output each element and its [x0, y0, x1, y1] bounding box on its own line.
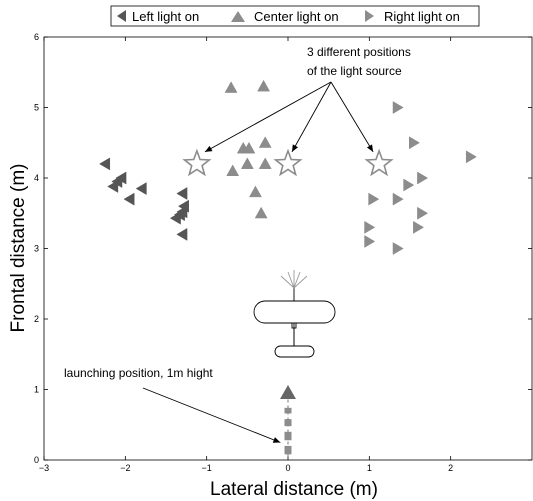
data-point — [107, 180, 119, 193]
annotation-light-line-1: 3 different positions — [307, 45, 411, 59]
data-point — [249, 185, 262, 198]
annotation-arrow-head — [204, 145, 213, 152]
annotation-light-line-2: of the light source — [307, 64, 402, 78]
x-axis-label: Lateral distance (m) — [210, 479, 378, 500]
legend-box — [110, 5, 480, 27]
data-point — [240, 157, 254, 169]
data-point — [413, 220, 425, 234]
x-tick-label: 2 — [448, 463, 453, 473]
data-point — [226, 164, 240, 176]
data-point — [392, 192, 404, 206]
data-point — [169, 211, 181, 225]
x-axis-ticks: −3 −2 −1 0 1 2 — [39, 37, 453, 473]
annotation-arrow-head — [272, 437, 281, 443]
y-tick-label: 4 — [34, 173, 39, 183]
y-tick-label: 1 — [34, 385, 39, 395]
annotation-light-positions: 3 different positions of the light sourc… — [204, 45, 411, 153]
data-point — [392, 101, 404, 114]
annotation-launch-text: launching position, 1m hight — [64, 366, 213, 380]
data-point — [254, 206, 268, 219]
annotation-launch-arrow — [142, 387, 281, 443]
series-right-light — [364, 101, 477, 255]
launch-track-segment — [284, 419, 292, 427]
legend-label-right: Right light on — [384, 9, 460, 24]
y-tick-label: 0 — [34, 455, 39, 465]
annotation-arrow-line — [204, 81, 332, 153]
y-axis-label: Frontal distance (m) — [8, 164, 29, 333]
annotation-arrow-line — [142, 387, 281, 443]
annotation-arrow-line — [330, 81, 374, 153]
legend-label-left: Left light on — [132, 9, 199, 24]
y-tick-label: 5 — [34, 103, 39, 113]
data-point — [417, 171, 429, 185]
x-tick-label: 0 — [285, 463, 290, 473]
x-tick-label: −2 — [120, 463, 130, 473]
x-tick-label: −1 — [202, 463, 212, 473]
launch-track-segment — [284, 445, 292, 455]
data-point — [409, 136, 420, 150]
data-point — [123, 192, 135, 206]
y-tick-label: 3 — [34, 244, 39, 254]
annotation-launch: launching position, 1m hight — [64, 366, 281, 443]
data-point — [403, 178, 415, 192]
data-point — [257, 79, 271, 92]
data-point — [224, 81, 238, 93]
launch-marker — [280, 385, 296, 400]
data-point — [465, 150, 477, 164]
data-point — [176, 187, 188, 200]
legend-item-right: Right light on — [365, 9, 460, 24]
light-source-star — [364, 148, 394, 177]
launch-track-segment — [284, 407, 292, 414]
y-tick-label: 6 — [34, 32, 39, 42]
annotation-arrow-head — [366, 144, 374, 152]
annotation-arrow-line — [291, 81, 332, 153]
annotation-light-arrows — [204, 81, 374, 153]
data-point — [392, 242, 404, 255]
data-point — [417, 206, 429, 220]
data-point — [99, 157, 111, 171]
light-source-star — [182, 148, 212, 177]
data-point — [364, 220, 376, 234]
legend: Left light on Center light on Right ligh… — [110, 5, 480, 27]
annotation-arrow-head — [292, 144, 299, 152]
light-source-star — [273, 148, 303, 177]
data-point — [242, 141, 256, 154]
legend-marker-center — [231, 11, 245, 22]
data-point — [258, 157, 272, 169]
series-left-light — [99, 157, 189, 241]
y-tick-label: 2 — [34, 314, 39, 324]
light-source-markers — [182, 148, 394, 177]
aircraft-icon — [253, 270, 336, 358]
data-point — [368, 192, 380, 206]
legend-item-left: Left light on — [117, 9, 199, 24]
legend-label-center: Center light on — [254, 9, 339, 24]
legend-item-center: Center light on — [231, 9, 339, 24]
data-point — [364, 235, 376, 248]
data-point — [176, 227, 188, 241]
legend-marker-right — [365, 10, 374, 22]
launch-track-segment — [284, 431, 292, 441]
data-point — [135, 182, 147, 196]
legend-marker-left — [117, 10, 126, 22]
series-center-light — [224, 79, 272, 219]
y-axis-ticks: 0 1 2 3 4 5 6 — [34, 32, 532, 465]
x-tick-label: 1 — [367, 463, 372, 473]
data-point — [258, 136, 272, 148]
x-tick-label: −3 — [39, 463, 49, 473]
launch-track — [280, 385, 296, 457]
